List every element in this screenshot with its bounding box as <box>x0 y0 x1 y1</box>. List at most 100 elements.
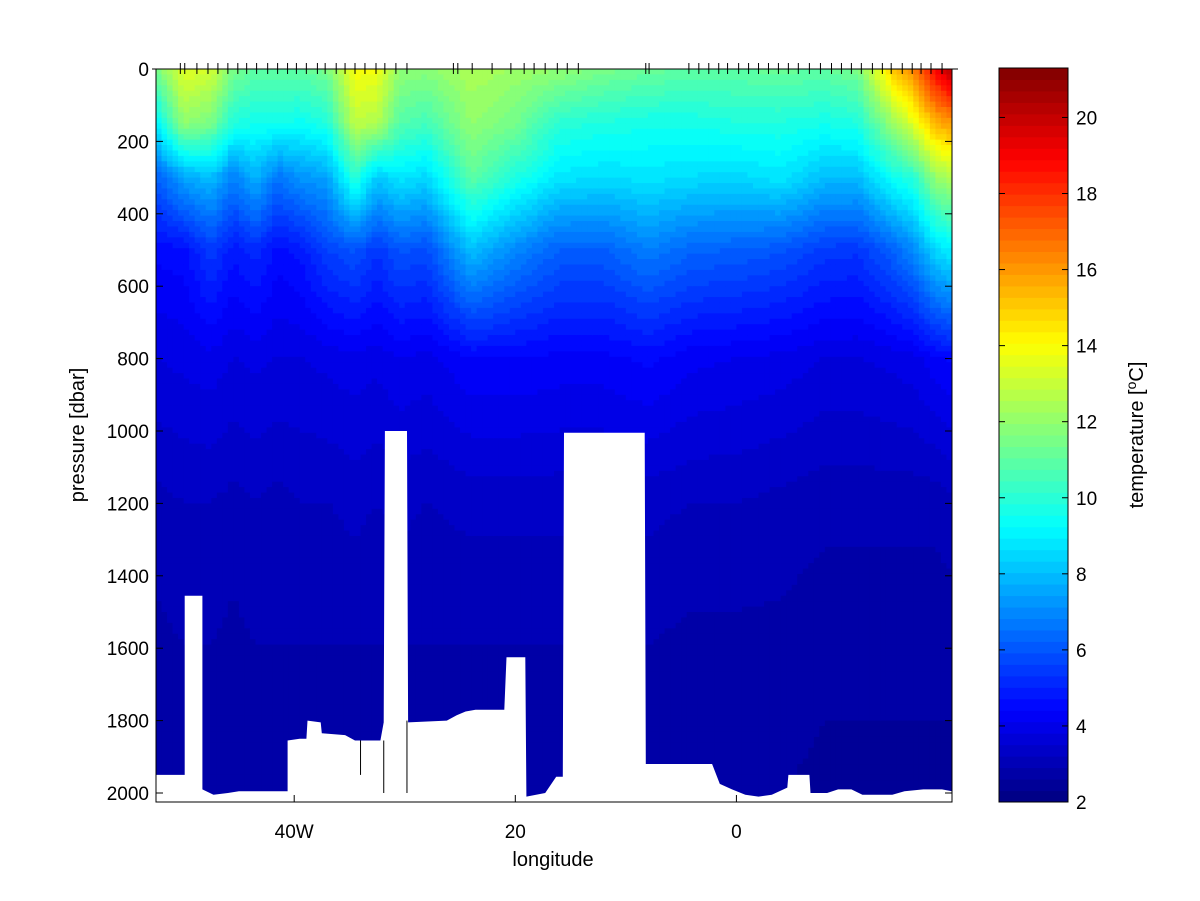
field-cell <box>172 519 179 526</box>
field-cell <box>349 210 356 217</box>
field-cell <box>244 780 251 787</box>
field-cell <box>216 193 223 200</box>
field-cell <box>321 601 328 608</box>
field-cell <box>343 259 351 266</box>
field-cell <box>189 297 196 304</box>
field-cell <box>305 324 312 331</box>
field-cell <box>261 264 268 271</box>
field-cell <box>172 601 179 608</box>
field-cell <box>222 145 229 152</box>
field-cell <box>211 264 218 271</box>
field-cell <box>321 280 328 287</box>
field-cell <box>238 606 246 613</box>
field-cell <box>316 101 323 108</box>
field-cell <box>161 541 168 548</box>
field-cell <box>332 688 340 695</box>
field-cell <box>272 546 279 553</box>
field-cell <box>200 525 207 532</box>
field-cell <box>172 378 179 385</box>
field-cell <box>321 590 328 597</box>
field-cell <box>338 612 345 619</box>
field-cell <box>327 601 334 608</box>
field-cell <box>233 459 240 466</box>
field-cell <box>343 688 351 695</box>
field-cell <box>189 264 196 271</box>
field-cell <box>167 204 174 211</box>
field-cell <box>277 313 284 320</box>
field-cell <box>272 117 279 124</box>
field-cell <box>200 204 207 211</box>
field-cell <box>305 595 312 602</box>
field-cell <box>283 416 290 423</box>
field-cell <box>238 720 246 727</box>
field-cell <box>305 535 312 543</box>
field-cell <box>316 698 323 705</box>
field-cell <box>288 351 295 358</box>
field-cell <box>211 351 218 358</box>
field-cell <box>227 248 234 255</box>
field-cell <box>244 655 251 662</box>
field-cell <box>277 85 284 92</box>
field-cell <box>178 231 185 238</box>
field-cell <box>227 769 234 776</box>
field-cell <box>321 373 328 380</box>
field-cell <box>349 698 356 705</box>
field-cell <box>288 519 295 526</box>
field-cell <box>156 351 163 358</box>
field-cell <box>238 253 246 260</box>
field-cell <box>244 693 251 700</box>
field-cell <box>288 362 295 369</box>
field-cell <box>277 139 284 146</box>
field-cell <box>200 736 207 743</box>
field-cell <box>343 693 351 700</box>
field-cell <box>172 671 179 678</box>
field-cell <box>255 568 262 575</box>
field-cell <box>167 383 174 390</box>
field-cell <box>338 302 345 309</box>
field-cell <box>327 411 334 418</box>
field-cell <box>294 535 301 543</box>
field-cell <box>172 221 179 228</box>
field-cell <box>288 172 295 179</box>
field-cell <box>294 221 301 228</box>
field-cell <box>244 525 251 532</box>
field-cell <box>205 161 212 168</box>
field-cell <box>332 302 340 309</box>
field-cell <box>211 584 218 591</box>
field-cell <box>161 291 168 298</box>
field-cell <box>272 394 279 401</box>
field-cell <box>249 193 257 200</box>
field-cell <box>266 389 273 396</box>
field-cell <box>205 291 212 298</box>
field-cell <box>349 617 356 624</box>
field-cell <box>238 264 246 271</box>
field-cell <box>327 400 334 407</box>
field-cell <box>156 666 163 673</box>
field-cell <box>294 183 301 190</box>
field-cell <box>310 90 317 97</box>
field-cell <box>321 134 328 141</box>
field-cell <box>189 280 196 287</box>
field-cell <box>205 85 212 92</box>
field-cell <box>249 79 257 86</box>
field-cell <box>288 693 295 700</box>
field-cell <box>261 188 268 195</box>
field-cell <box>327 193 334 200</box>
field-cell <box>156 601 163 608</box>
field-cell <box>299 584 306 591</box>
field-cell <box>161 601 168 608</box>
field-cell <box>200 644 207 651</box>
field-cell <box>255 329 262 336</box>
field-cell <box>189 590 196 597</box>
field-cell <box>294 237 301 244</box>
field-cell <box>156 123 163 130</box>
field-cell <box>244 411 251 418</box>
field-cell <box>200 155 207 162</box>
field-cell <box>316 411 323 418</box>
field-cell <box>200 199 207 206</box>
field-cell <box>310 275 317 282</box>
field-cell <box>310 421 317 428</box>
field-cell <box>205 166 212 173</box>
field-cell <box>332 595 340 602</box>
field-cell <box>249 660 257 667</box>
